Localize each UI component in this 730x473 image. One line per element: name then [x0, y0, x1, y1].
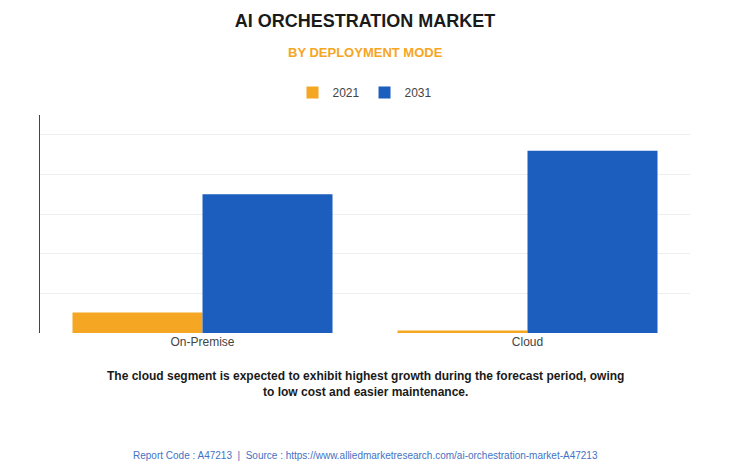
svg-text:Cloud: Cloud — [512, 335, 543, 349]
svg-text:Report Code : A47213 | Sourc: Report Code : A47213 | Source : https://… — [133, 450, 598, 461]
svg-text:2031: 2031 — [405, 86, 432, 100]
svg-text:The cloud segment is expected: The cloud segment is expected to exhibit… — [107, 369, 624, 399]
svg-text:BY DEPLOYMENT MODE: BY DEPLOYMENT MODE — [288, 45, 443, 60]
svg-text:2021: 2021 — [333, 86, 360, 100]
svg-text:On-Premise: On-Premise — [170, 335, 234, 349]
svg-text:AI ORCHESTRATION MARKET: AI ORCHESTRATION MARKET — [235, 11, 496, 31]
